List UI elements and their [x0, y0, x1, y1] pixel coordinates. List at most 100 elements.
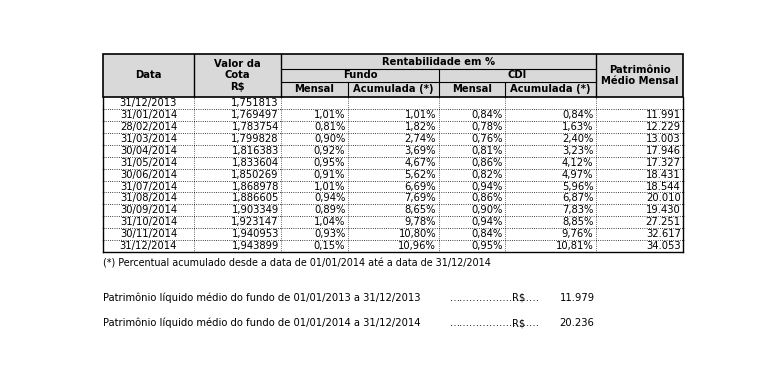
- Text: 30/06/2014: 30/06/2014: [120, 170, 177, 180]
- Text: 0,86%: 0,86%: [471, 158, 502, 168]
- Text: 17.946: 17.946: [646, 146, 681, 156]
- Text: 1,799828: 1,799828: [232, 134, 279, 144]
- Text: Patrimônio líquido médio do fundo de 01/01/2014 a 31/12/2014: Patrimônio líquido médio do fundo de 01/…: [103, 318, 420, 328]
- Text: 1,82%: 1,82%: [405, 122, 436, 132]
- Text: Mensal: Mensal: [295, 84, 334, 94]
- Text: 1,01%: 1,01%: [314, 110, 345, 120]
- Text: 31/08/2014: 31/08/2014: [120, 194, 177, 204]
- Text: 18.544: 18.544: [646, 182, 681, 192]
- Text: R$: R$: [512, 318, 525, 328]
- Text: 28/02/2014: 28/02/2014: [120, 122, 177, 132]
- Text: Acumulada (*): Acumulada (*): [510, 84, 591, 94]
- Text: 6,87%: 6,87%: [562, 194, 594, 204]
- Bar: [103, 228, 683, 240]
- Text: 9,76%: 9,76%: [561, 229, 594, 239]
- Text: 2,40%: 2,40%: [562, 134, 594, 144]
- Bar: [103, 97, 683, 109]
- Bar: [103, 216, 683, 228]
- Text: 0,84%: 0,84%: [471, 229, 502, 239]
- Text: Acumulada (*): Acumulada (*): [353, 84, 433, 94]
- Text: 1,63%: 1,63%: [562, 122, 594, 132]
- Text: 17.327: 17.327: [646, 158, 681, 168]
- Text: 0,90%: 0,90%: [314, 134, 345, 144]
- Text: 4,97%: 4,97%: [562, 170, 594, 180]
- Text: 1,886605: 1,886605: [232, 194, 279, 204]
- Text: ………………………: ………………………: [449, 318, 539, 328]
- Text: 0,81%: 0,81%: [471, 146, 502, 156]
- Text: 0,92%: 0,92%: [314, 146, 345, 156]
- Text: 0,81%: 0,81%: [314, 122, 345, 132]
- Text: 5,96%: 5,96%: [561, 182, 594, 192]
- Bar: [103, 145, 683, 157]
- Text: 7,83%: 7,83%: [562, 205, 594, 216]
- Bar: [103, 133, 683, 145]
- Text: 0,91%: 0,91%: [314, 170, 345, 180]
- Text: 0,76%: 0,76%: [471, 134, 502, 144]
- Text: 4,12%: 4,12%: [562, 158, 594, 168]
- Text: 7,69%: 7,69%: [404, 194, 436, 204]
- Text: 10,96%: 10,96%: [398, 241, 436, 251]
- Text: R$: R$: [512, 293, 525, 303]
- Text: 0,15%: 0,15%: [314, 241, 345, 251]
- Text: 8,65%: 8,65%: [405, 205, 436, 216]
- Text: 0,90%: 0,90%: [471, 205, 502, 216]
- Text: 19.430: 19.430: [646, 205, 681, 216]
- Text: 0,82%: 0,82%: [471, 170, 502, 180]
- Text: 31/07/2014: 31/07/2014: [120, 182, 177, 192]
- Text: 1,850269: 1,850269: [232, 170, 279, 180]
- Text: 31/12/2014: 31/12/2014: [120, 241, 177, 251]
- Text: 1,816383: 1,816383: [232, 146, 279, 156]
- Text: Mensal: Mensal: [452, 84, 492, 94]
- Text: 0,94%: 0,94%: [314, 194, 345, 204]
- Bar: [103, 192, 683, 204]
- Text: 2,74%: 2,74%: [405, 134, 436, 144]
- Text: 0,93%: 0,93%: [314, 229, 345, 239]
- Text: 31/03/2014: 31/03/2014: [120, 134, 177, 144]
- Text: 0,95%: 0,95%: [314, 158, 345, 168]
- Text: Data: Data: [135, 70, 162, 80]
- Text: 31/10/2014: 31/10/2014: [120, 217, 177, 227]
- Text: ………………………: ………………………: [449, 293, 539, 303]
- Text: 10,80%: 10,80%: [399, 229, 436, 239]
- Text: 20.010: 20.010: [646, 194, 681, 204]
- Text: 11.991: 11.991: [646, 110, 681, 120]
- Text: 31/01/2014: 31/01/2014: [120, 110, 177, 120]
- Text: 30/09/2014: 30/09/2014: [120, 205, 177, 216]
- Text: 8,85%: 8,85%: [562, 217, 594, 227]
- Text: 1,923147: 1,923147: [232, 217, 279, 227]
- Bar: [103, 157, 683, 169]
- Text: Fundo: Fundo: [343, 70, 377, 80]
- Text: 13.003: 13.003: [646, 134, 681, 144]
- Text: 1,769497: 1,769497: [231, 110, 279, 120]
- Text: 30/11/2014: 30/11/2014: [120, 229, 177, 239]
- Text: 4,67%: 4,67%: [405, 158, 436, 168]
- Bar: [103, 109, 683, 121]
- Text: 6,69%: 6,69%: [404, 182, 436, 192]
- Text: CDI: CDI: [508, 70, 527, 80]
- Bar: [103, 204, 683, 216]
- Text: 0,78%: 0,78%: [471, 122, 502, 132]
- Text: 1,940953: 1,940953: [232, 229, 279, 239]
- Text: 18.431: 18.431: [646, 170, 681, 180]
- Text: Rentabilidade em %: Rentabilidade em %: [382, 57, 495, 67]
- Text: (*) Percentual acumulado desde a data de 01/01/2014 até a data de 31/12/2014: (*) Percentual acumulado desde a data de…: [103, 259, 491, 269]
- Text: 0,94%: 0,94%: [471, 182, 502, 192]
- Text: 30/04/2014: 30/04/2014: [120, 146, 177, 156]
- Text: 0,84%: 0,84%: [471, 110, 502, 120]
- Bar: [103, 181, 683, 192]
- Text: 5,62%: 5,62%: [404, 170, 436, 180]
- Bar: [103, 169, 683, 181]
- Text: Valor da
Cota
R$: Valor da Cota R$: [214, 59, 261, 92]
- Text: 12.229: 12.229: [646, 122, 681, 132]
- Text: Patrimônio
Médio Mensal: Patrimônio Médio Mensal: [601, 65, 678, 86]
- Text: 1,783754: 1,783754: [232, 122, 279, 132]
- Text: 1,01%: 1,01%: [405, 110, 436, 120]
- Text: 0,95%: 0,95%: [471, 241, 502, 251]
- Text: 0,89%: 0,89%: [314, 205, 345, 216]
- Text: 0,86%: 0,86%: [471, 194, 502, 204]
- Text: 3,69%: 3,69%: [405, 146, 436, 156]
- Text: 32.617: 32.617: [646, 229, 681, 239]
- Text: 1,868978: 1,868978: [232, 182, 279, 192]
- Text: Patrimônio líquido médio do fundo de 01/01/2013 a 31/12/2013: Patrimônio líquido médio do fundo de 01/…: [103, 293, 420, 303]
- Text: 1,833604: 1,833604: [232, 158, 279, 168]
